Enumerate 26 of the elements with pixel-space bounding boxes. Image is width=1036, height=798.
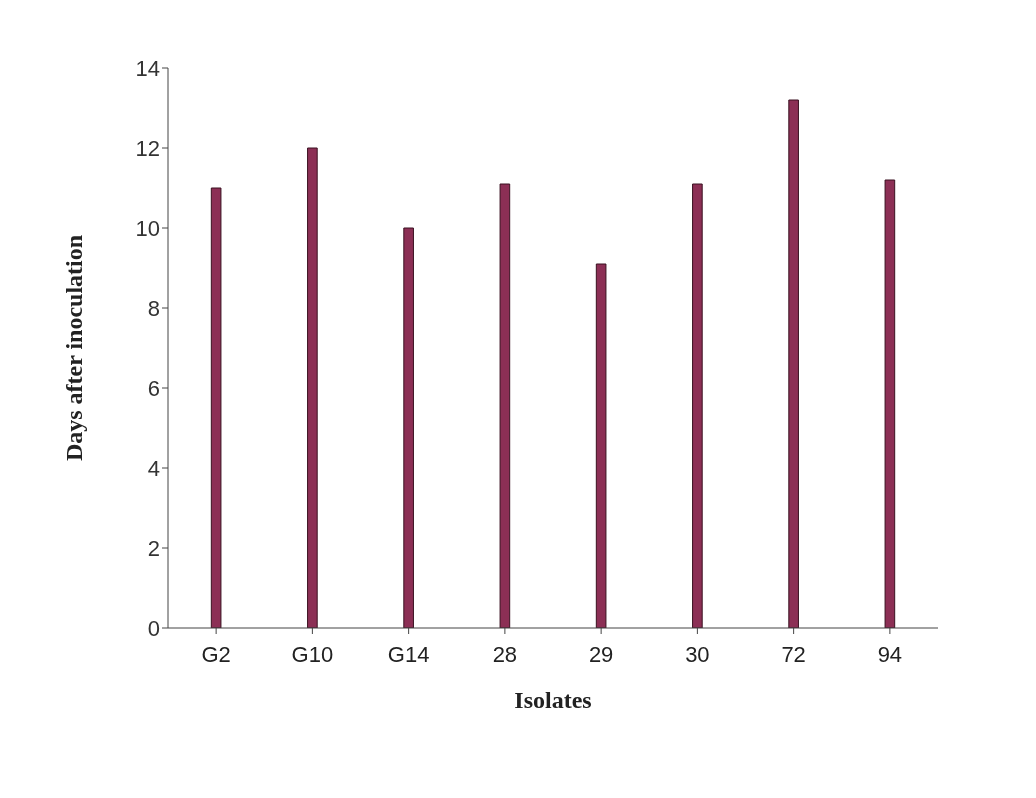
y-tick-label: 2 (147, 535, 160, 561)
bar (499, 183, 511, 628)
bar (884, 179, 896, 628)
x-tick-label: G14 (387, 641, 430, 667)
y-tick-label: 12 (135, 135, 160, 161)
bar (307, 147, 318, 628)
x-tick-label: 29 (588, 641, 614, 667)
bar (403, 227, 414, 628)
bar (692, 183, 703, 628)
y-tick-label: 10 (135, 215, 160, 241)
bar (210, 187, 222, 628)
x-tick-label: G2 (201, 641, 231, 667)
x-tick-label: 30 (685, 641, 710, 667)
y-tick-label: 6 (147, 375, 160, 401)
y-tick-label: 8 (147, 295, 160, 321)
bar (595, 263, 607, 628)
y-tick-label: 14 (135, 55, 160, 81)
y-tick-label: 4 (147, 455, 160, 481)
x-tick-label: 28 (492, 641, 518, 667)
x-tick-label: 94 (877, 641, 903, 667)
y-axis-title: Days after inoculation (60, 234, 87, 462)
y-tick-label: 0 (147, 615, 160, 641)
x-tick-label: 72 (781, 641, 806, 667)
x-axis-title: Isolates (514, 687, 592, 713)
bar (788, 99, 799, 628)
x-tick-label: G10 (291, 641, 334, 667)
